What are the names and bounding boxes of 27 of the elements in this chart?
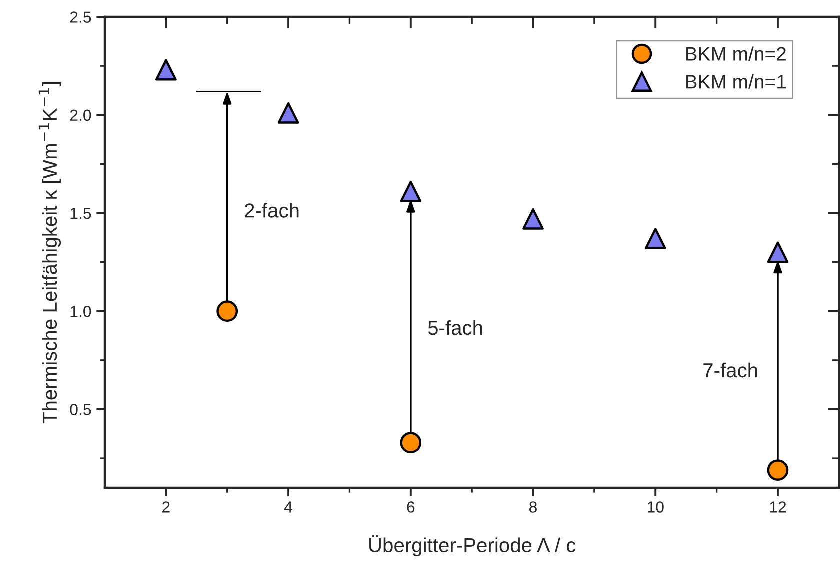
y-tick-label: 2.5 xyxy=(70,12,92,23)
y-tick-label: 2.0 xyxy=(70,110,92,122)
x-tick-label: 6 xyxy=(407,502,415,513)
y-tick-label: 1.0 xyxy=(70,306,92,318)
y-tick-label: 1.5 xyxy=(70,208,92,220)
x-tick-label: 4 xyxy=(284,502,293,513)
x-tick-label: 12 xyxy=(770,502,786,513)
legend-label: BKM m/n=1 xyxy=(686,74,786,89)
y-tick-label: 0.5 xyxy=(70,404,92,416)
point xyxy=(400,180,422,202)
annotation: 5-fach xyxy=(428,320,482,336)
point xyxy=(278,102,300,124)
x-tick-label: 10 xyxy=(648,502,664,513)
point xyxy=(156,59,177,81)
annotation: 2-fach xyxy=(245,203,299,218)
point xyxy=(400,432,422,454)
point xyxy=(522,208,544,230)
annotation: 7-fach xyxy=(704,362,758,378)
x-axis-title: Übergitter-Periode Λ / c xyxy=(370,536,576,557)
y-axis-title: Thermische Leitfähigkeit κ [Wm$^{−1}$K$^{−1}$] xyxy=(38,82,62,424)
point xyxy=(644,228,666,250)
x-tick-label: 2 xyxy=(162,502,170,513)
point xyxy=(767,242,789,264)
point xyxy=(767,460,789,481)
legend-label: BKM m/n=2 xyxy=(686,46,786,61)
x-tick-label: 8 xyxy=(530,502,538,513)
point xyxy=(216,300,238,322)
